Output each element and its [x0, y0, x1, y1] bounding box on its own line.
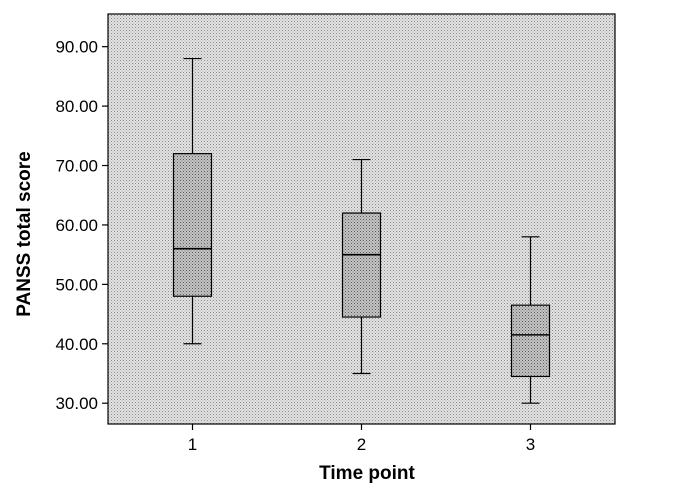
y-tick-label: 90.00 — [55, 38, 98, 57]
y-tick-label: 80.00 — [55, 97, 98, 116]
box — [510, 304, 551, 378]
box — [341, 212, 382, 318]
box — [172, 153, 213, 297]
x-tick-label: 1 — [188, 435, 197, 454]
y-axis-title: PANSS total score — [14, 151, 35, 316]
y-tick-label: 60.00 — [55, 216, 98, 235]
x-axis: 1 2 3 — [188, 424, 535, 454]
y-tick-label: 50.00 — [55, 275, 98, 294]
boxes-group — [172, 57, 551, 404]
y-axis: 30.00 40.00 50.00 60.00 70.00 80.00 90.00 — [55, 38, 108, 413]
x-tick-label: 3 — [526, 435, 535, 454]
y-tick-label: 40.00 — [55, 335, 98, 354]
y-tick-label: 70.00 — [55, 157, 98, 176]
y-tick-label: 30.00 — [55, 394, 98, 413]
x-axis-title: Time point — [319, 463, 415, 484]
x-tick-label: 2 — [357, 435, 366, 454]
